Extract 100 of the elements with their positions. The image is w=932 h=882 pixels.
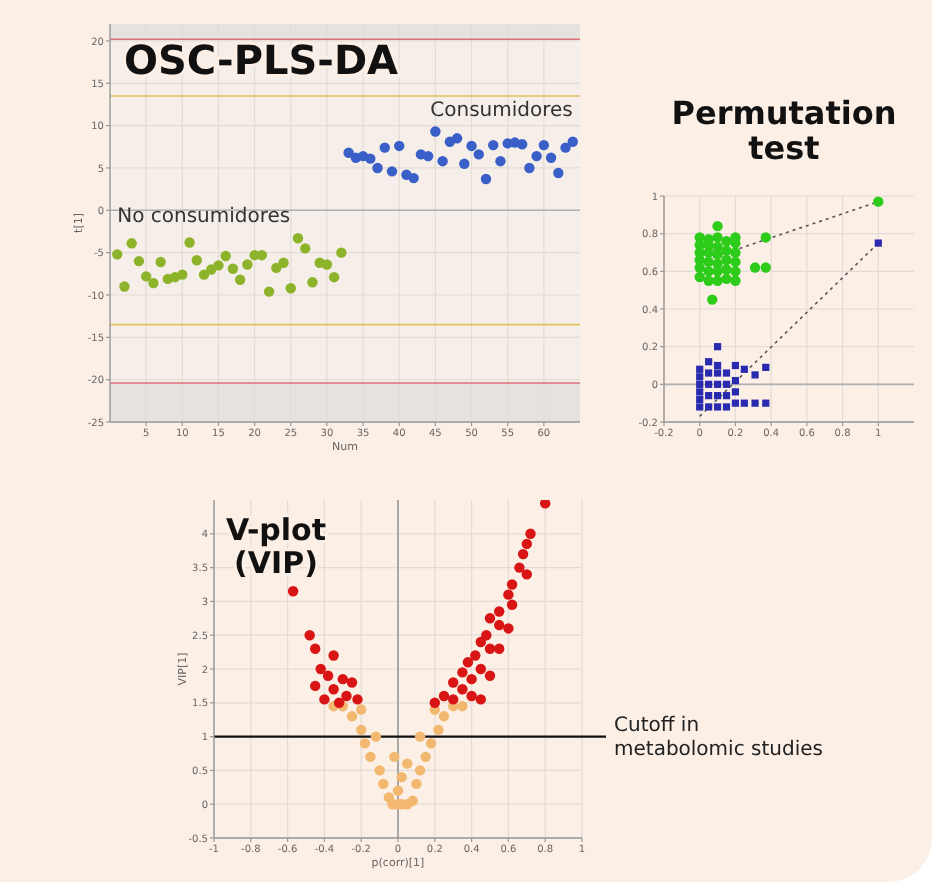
point [475, 694, 486, 705]
point [448, 694, 459, 705]
point [448, 677, 459, 688]
point [184, 237, 195, 248]
point [503, 589, 514, 600]
point [730, 275, 741, 286]
point [705, 358, 713, 366]
series-label: No consumidores [117, 206, 291, 229]
point [731, 388, 740, 396]
point [285, 283, 296, 294]
point [322, 670, 334, 681]
point [696, 380, 704, 388]
point [712, 275, 723, 286]
point [112, 249, 123, 260]
point [707, 294, 718, 305]
point [422, 150, 434, 162]
point [705, 403, 713, 411]
point [751, 371, 759, 379]
point [521, 569, 532, 580]
point [119, 281, 130, 292]
point [438, 711, 450, 722]
point [503, 623, 514, 634]
point [346, 677, 358, 688]
point [287, 586, 299, 597]
series-label: Consumidores [430, 99, 573, 122]
point [328, 684, 339, 695]
point [713, 403, 722, 411]
point [378, 778, 389, 790]
point [696, 403, 704, 411]
point [389, 751, 400, 763]
point [437, 155, 448, 167]
point [457, 700, 468, 712]
point [359, 738, 371, 749]
point [263, 286, 275, 297]
point [466, 673, 477, 685]
point [466, 690, 477, 702]
point [379, 142, 390, 153]
point [425, 738, 437, 749]
point [365, 153, 376, 164]
point [703, 275, 714, 286]
point [457, 684, 468, 695]
point [740, 399, 748, 407]
point [155, 256, 166, 268]
point [278, 257, 289, 268]
point [336, 247, 347, 258]
point [343, 147, 354, 158]
point [407, 795, 418, 807]
point [705, 369, 713, 377]
point [315, 663, 326, 675]
point [271, 262, 282, 274]
point [696, 373, 704, 381]
point [328, 272, 340, 283]
point [506, 579, 518, 590]
point [177, 269, 188, 280]
point [307, 277, 318, 288]
point [494, 619, 505, 631]
point [356, 704, 367, 715]
point [396, 771, 407, 783]
point [374, 765, 385, 776]
point [126, 238, 137, 249]
point [473, 149, 484, 160]
point [220, 250, 231, 262]
point [191, 255, 202, 266]
point [488, 139, 499, 151]
point [514, 562, 525, 573]
point [713, 361, 722, 370]
point [494, 606, 505, 617]
point [433, 724, 444, 736]
point [484, 613, 496, 624]
point [524, 162, 535, 174]
point [140, 271, 152, 282]
point [411, 778, 422, 790]
point [553, 167, 564, 179]
point [722, 392, 731, 400]
point [148, 277, 159, 289]
point [531, 150, 542, 162]
point [420, 751, 431, 763]
point [300, 243, 311, 254]
point [475, 663, 486, 675]
point [292, 233, 304, 244]
point [722, 403, 731, 411]
point [517, 548, 529, 560]
point [480, 173, 492, 185]
point [731, 361, 740, 370]
point [560, 142, 571, 153]
point [414, 765, 426, 776]
point [760, 232, 771, 243]
point [227, 263, 239, 274]
point [540, 500, 551, 509]
point [462, 657, 474, 668]
point [722, 369, 731, 377]
point [506, 599, 518, 610]
point [213, 260, 224, 271]
point [721, 264, 732, 275]
point [694, 271, 705, 283]
point [429, 697, 440, 708]
point [430, 126, 441, 137]
point [457, 667, 468, 678]
point [383, 792, 394, 803]
point [762, 363, 770, 371]
